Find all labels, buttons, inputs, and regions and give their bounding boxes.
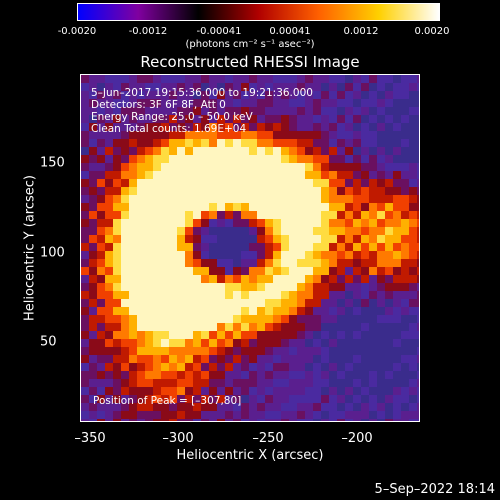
colorbar-tick: 0.0020 <box>414 26 450 37</box>
colorbar <box>77 3 440 21</box>
colorbar-units: (photons cm⁻² s⁻¹ asec⁻²) <box>185 39 315 50</box>
y-axis-label: Heliocentric Y (arcsec) <box>22 175 38 321</box>
x-axis-label: Heliocentric X (arcsec) <box>176 448 324 463</box>
colorbar-tick: -0.00041 <box>196 26 242 37</box>
x-tick: –350 <box>74 431 106 446</box>
image-title: Reconstructed RHESSI Image <box>140 53 360 71</box>
rhessi-image: 5–Jun–2017 19:15:36.000 to 19:21:36.000 … <box>80 74 420 422</box>
colorbar-tick: -0.0020 <box>57 26 97 37</box>
time-range: 5–Jun–2017 19:15:36.000 to 19:21:36.000 <box>91 87 313 99</box>
y-tick: 50 <box>40 334 57 350</box>
detectors-label: Detectors: 3F 6F 8F, Att 0 <box>91 99 226 111</box>
heatmap-image <box>81 75 419 421</box>
colorbar-tick: -0.0012 <box>128 26 168 37</box>
y-tick: 100 <box>40 245 65 261</box>
peak-position-label: Position of Peak = [–307,80] <box>93 395 242 407</box>
x-tick: –300 <box>162 431 194 446</box>
timestamp: 5–Sep–2022 18:14 <box>374 482 495 497</box>
energy-range-label: Energy Range: 25.0 – 50.0 keV <box>91 111 253 123</box>
colorbar-tick: 0.0012 <box>343 26 379 37</box>
x-tick: –200 <box>341 431 373 446</box>
colorbar-tick: 0.00041 <box>269 26 311 37</box>
clean-counts-label: Clean Total counts: 1.69E+04 <box>91 123 247 135</box>
y-tick: 150 <box>40 155 65 171</box>
x-tick: –250 <box>252 431 284 446</box>
